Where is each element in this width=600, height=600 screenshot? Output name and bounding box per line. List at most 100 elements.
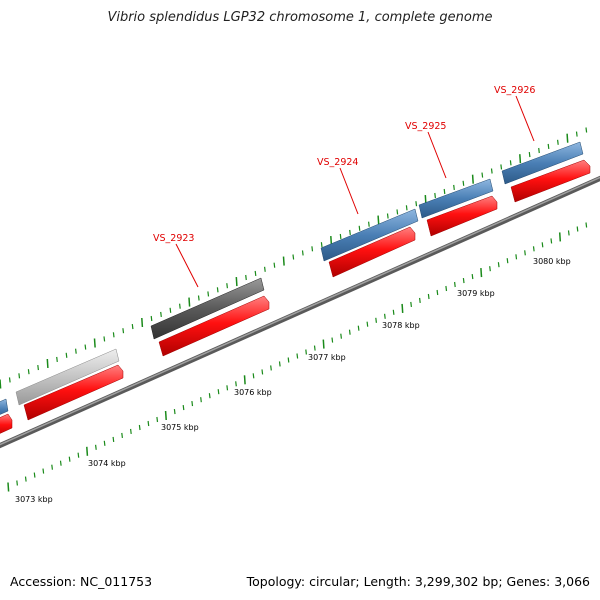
- gene-feature-vs-2924[interactable]: [320, 208, 419, 262]
- scale-tick: [462, 278, 465, 284]
- scale-tick: [313, 345, 316, 351]
- cds-lane: [0, 159, 591, 438]
- scale-tick: [261, 369, 264, 375]
- scale-tick: [471, 274, 474, 280]
- scale-tick: [401, 303, 404, 313]
- scale-tick: [141, 317, 144, 328]
- cds-feature[interactable]: [426, 195, 498, 237]
- scale-tick: [340, 333, 342, 339]
- scale-tick: [156, 416, 159, 423]
- scale-tick: [27, 369, 30, 375]
- scale-tick: [480, 268, 483, 278]
- scale-tick: [436, 289, 439, 296]
- scale-label-3075: 3075 kbp: [161, 423, 199, 432]
- scale-tick: [75, 348, 77, 354]
- scale-tick: [93, 338, 96, 348]
- scale-tick: [541, 242, 544, 248]
- scale-tick: [112, 332, 115, 338]
- scale-tick: [296, 353, 299, 359]
- scale-tick: [419, 297, 421, 303]
- scale-tick: [427, 293, 430, 300]
- scale-tick: [538, 147, 540, 154]
- gene-label-vs-2923[interactable]: VS_2923: [153, 233, 194, 244]
- gene-label-vs-2924[interactable]: VS_2924: [317, 157, 358, 168]
- gene-feature-partial[interactable]: [0, 398, 9, 419]
- scale-tick: [173, 409, 176, 415]
- gene-labels: VS_2923 VS_2924 VS_2925 VS_2926: [153, 85, 535, 244]
- scale-label-3080: 3080 kbp: [533, 257, 571, 266]
- scale-tick: [235, 277, 238, 287]
- scale-tick: [208, 393, 211, 399]
- scale-tick: [164, 410, 167, 421]
- scale-tick: [42, 468, 45, 474]
- scale-tick: [37, 365, 39, 371]
- scale-tick: [77, 452, 80, 458]
- scale-tick: [130, 428, 132, 434]
- scale-tick: [515, 254, 518, 260]
- cds-feature[interactable]: [158, 295, 270, 357]
- scale-tick: [160, 311, 162, 317]
- scale-tick: [292, 254, 295, 260]
- scale-tick: [500, 164, 503, 170]
- scale-tick: [348, 329, 351, 335]
- scale-labels: 3073 kbp 3074 kbp 3075 kbp 3076 kbp 3077…: [15, 257, 571, 504]
- upper-tick-row: [0, 127, 588, 389]
- scale-tick: [506, 258, 509, 264]
- scale-tick: [410, 301, 412, 307]
- scale-tick: [301, 250, 304, 256]
- scale-label-3078: 3078 kbp: [382, 321, 420, 330]
- scale-tick: [471, 174, 474, 184]
- cds-feature[interactable]: [0, 413, 13, 438]
- gene-feature[interactable]: [15, 348, 120, 406]
- gene-feature-vs-2923[interactable]: [150, 277, 265, 340]
- scale-tick: [95, 444, 97, 450]
- scale-tick: [8, 377, 11, 383]
- scale-tick: [65, 352, 68, 358]
- scale-tick: [405, 205, 408, 211]
- scale-tick: [396, 209, 399, 215]
- scale-tick: [226, 385, 229, 391]
- scale-tick: [550, 238, 553, 244]
- scale-tick: [235, 381, 237, 387]
- scale-tick: [445, 285, 448, 292]
- scale-tick: [585, 127, 588, 133]
- gene-label-vs-2925[interactable]: VS_2925: [405, 121, 446, 132]
- scale-tick: [532, 246, 535, 252]
- scale-tick: [33, 472, 36, 478]
- scale-tick: [46, 358, 49, 369]
- scale-tick: [358, 225, 361, 231]
- lower-tick-row: [7, 222, 588, 492]
- scale-tick: [547, 143, 550, 149]
- gene-label-vs-2926[interactable]: VS_2926: [494, 85, 535, 96]
- scale-tick: [131, 324, 134, 330]
- scale-tick: [322, 339, 325, 349]
- scale-tick: [254, 270, 257, 276]
- scale-tick: [384, 313, 386, 319]
- scale-tick: [226, 283, 228, 289]
- cds-feature[interactable]: [328, 226, 416, 278]
- gene-feature-vs-2925[interactable]: [418, 178, 494, 219]
- scale-tick: [84, 344, 87, 350]
- scale-tick: [169, 307, 172, 313]
- genome-summary: Topology: circular; Length: 3,299,302 bp…: [246, 574, 590, 589]
- scale-tick: [150, 315, 153, 322]
- scale-tick: [18, 373, 21, 379]
- scale-tick: [7, 482, 10, 492]
- scale-tick: [270, 365, 272, 371]
- scale-tick: [264, 266, 266, 272]
- scale-tick: [462, 180, 465, 186]
- scale-tick: [339, 233, 342, 240]
- scale-tick: [287, 357, 290, 363]
- scale-tick: [386, 213, 389, 219]
- cds-feature[interactable]: [23, 364, 124, 421]
- scale-tick: [103, 440, 106, 446]
- scale-tick: [509, 160, 512, 166]
- cds-feature[interactable]: [510, 159, 591, 203]
- scale-tick: [524, 250, 526, 256]
- accession-label: Accession: NC_011753: [10, 574, 153, 589]
- scale-tick: [24, 476, 27, 482]
- gene-feature-vs-2926[interactable]: [501, 141, 584, 185]
- scale-tick: [366, 321, 369, 327]
- scale-tick: [188, 297, 191, 307]
